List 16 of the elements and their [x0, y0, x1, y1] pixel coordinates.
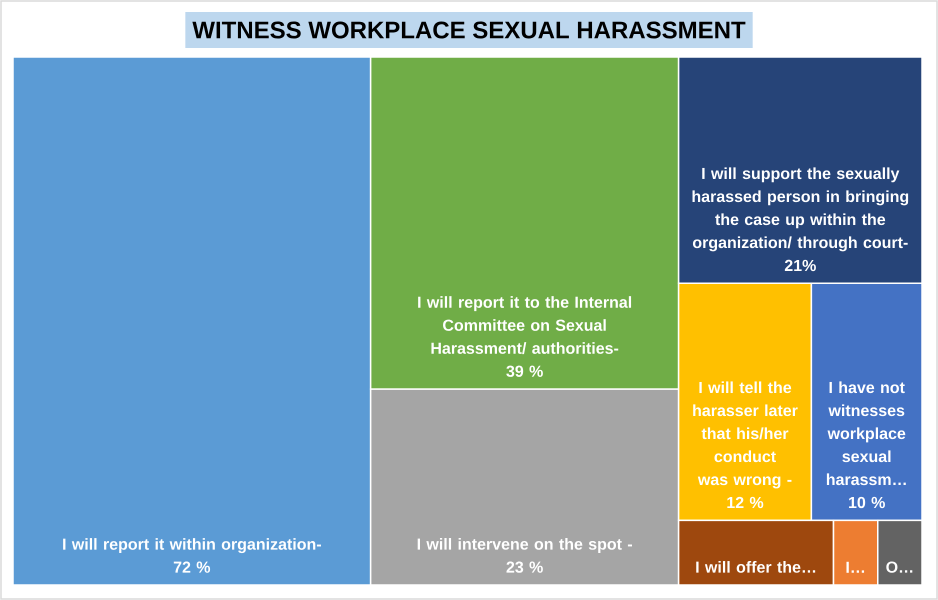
category-label: I will report it within organization-: [63, 538, 321, 554]
category-label: I will support the sexually harassed person in bringing the case up within the organization/ through court-: [692, 167, 908, 252]
data-label: 23 %: [506, 561, 543, 573]
category-label: O…: [886, 561, 912, 573]
category-label: I will tell the harasser later that his/her conduct was wrong -: [693, 381, 798, 488]
category-label: I will report it to the Internal Committee on Sexual Harassment/ authorities-: [418, 296, 632, 354]
data-label: 39 %: [506, 366, 543, 377]
data-label: 10 %: [849, 496, 885, 508]
category-label: I…: [846, 562, 864, 573]
category-label: I have not witnesses workplace sexual harassm…: [826, 381, 906, 486]
category-label: I will intervene on the spot -: [418, 538, 632, 553]
data-label: 21%: [784, 260, 816, 272]
data-label: 12 %: [727, 496, 764, 508]
data-label: 72 %: [174, 562, 210, 573]
category-label: I will offer the…: [696, 561, 816, 573]
text: WITNESS WORKPLACE SEXUAL HARASSMENT: [192, 21, 746, 38]
